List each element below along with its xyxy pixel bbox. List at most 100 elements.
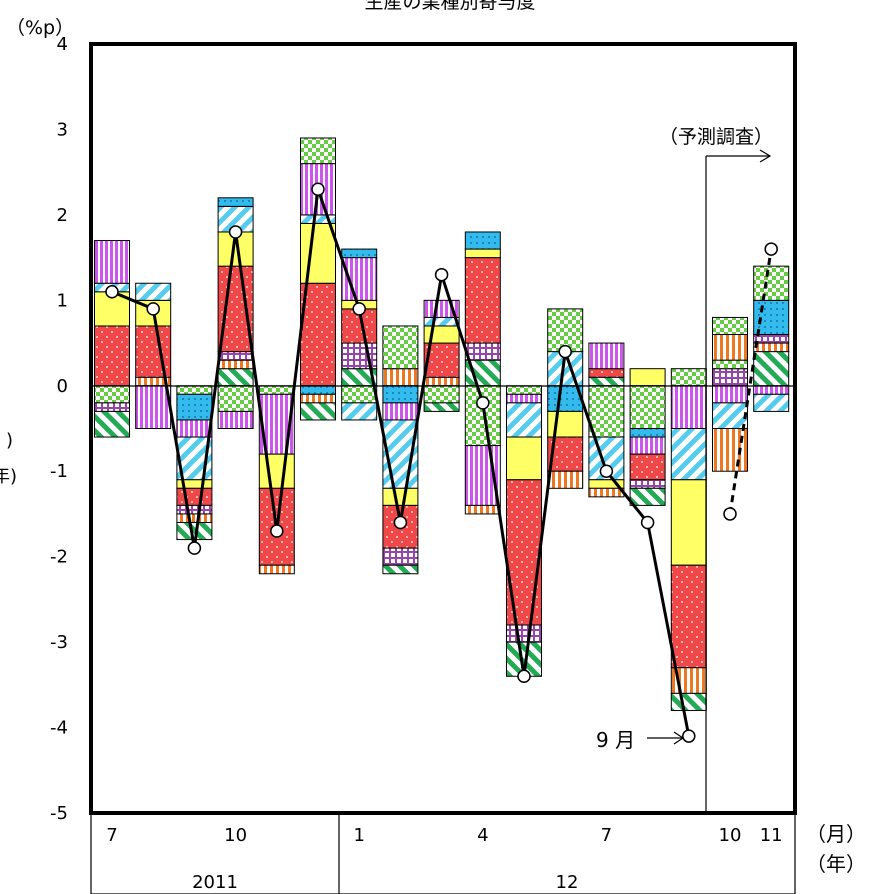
bar-segment-green-check [258,385,295,395]
bar-stack [753,265,790,412]
bar-segment-yellow [629,368,666,387]
line-point [599,464,614,478]
bar-segment-orange-stripes [382,368,419,387]
bar-segment-blue-dots [629,428,666,438]
bar-segment-purple-stripes [712,385,748,404]
bar-segment-yellow [382,487,419,506]
y-tick-label: -5 [50,803,68,824]
x-tick-label: 10 [224,825,247,846]
line-point [105,285,119,299]
bar-segment-red-dots [588,368,625,378]
forecast-label: （予測調査） [659,126,773,148]
bar-stack [629,368,666,506]
annotation-label: 9 月 [596,728,635,752]
x-tick-label: 4 [477,825,488,846]
bar-segment-purple-stripes [506,393,542,404]
bar-segment-red-dots [176,487,213,506]
bar-segment-green-diag [753,351,790,387]
bar-segment-blue-dots [300,385,336,395]
line-point [311,182,325,197]
bar-segment-purple-stripes [176,419,213,438]
bar-segment-orange-stripes [217,359,254,370]
forecast-line [728,248,773,515]
bar-segment-purple-grid [94,402,130,412]
bar-stack [300,137,336,421]
bar-segment-blue-diag [670,428,707,481]
bar-segment-blue-diag [753,393,790,412]
line-point [558,344,572,359]
line-point [476,396,490,410]
bar-stack [464,231,501,515]
annotation-arrow-head-icon [673,731,685,745]
bar-segment-green-check [629,385,666,429]
left-cut-label-1: ) [6,430,13,451]
bar-segment-purple-stripes [135,385,172,429]
forecast-arrow-head-icon [759,149,772,163]
bar-segment-green-check [94,385,130,404]
bar-segment-purple-stripes [94,240,130,284]
bar-segment-green-diag [423,402,460,412]
bar-segment-yellow [547,410,584,438]
y-tick-label: 2 [57,205,68,226]
bar-stack [423,299,460,412]
bar-segment-green-check [300,137,336,165]
bar-segment-purple-grid [506,624,542,643]
bar-stack [712,316,748,472]
line-point [352,302,366,316]
bar-segment-orange-stripes [176,513,213,523]
bar-segment-green-check [464,385,501,447]
bar-segment-orange-stripes [753,342,790,353]
bar-stack [506,385,542,677]
bar-stack [670,368,707,711]
bar-segment-blue-dots [176,393,213,421]
bar-segment-red-dots [464,257,501,344]
bar-segment-yellow [670,479,707,566]
bar-segment-green-check [382,325,419,370]
bar-stack [588,342,625,498]
y-tick-label: 4 [57,34,68,55]
bar-segment-yellow [464,248,501,259]
bar-segment-green-check [588,385,625,438]
bar-segment-blue-dots [217,197,254,207]
bar-segment-orange-stripes [300,393,336,404]
bar-segment-green-check [547,308,584,353]
y-tick-label: -4 [50,718,68,739]
line-point [228,225,243,239]
bar-segment-blue-diag [712,402,748,430]
bar-stack [547,308,584,489]
year-unit-label: （年） [806,852,866,876]
bar-segment-orange-stripes [547,470,584,489]
bar-segment-green-check [506,385,542,395]
y-axis-ticks: 4 3 2 1 0 -1 -2 -3 -4 -5 [50,34,68,824]
line-point [723,507,737,521]
bar-segment-green-diag [382,564,419,575]
x-tick-label: 7 [601,825,612,846]
bar-segment-purple-stripes [670,385,707,429]
bar-segment-green-diag [217,368,254,387]
line-point [146,302,160,316]
bar-segment-green-check [670,368,707,387]
bar-segment-purple-stripes [217,410,254,429]
line-point [764,242,778,256]
bar-segment-green-check [341,385,378,404]
bar-segment-purple-stripes [629,436,666,455]
bar-segment-blue-diag [506,402,542,438]
bar-segment-green-diag [588,376,625,387]
stacked-bars [94,137,790,711]
bar-segment-blue-diag [423,316,460,327]
bar-segment-orange-stripes [588,487,625,498]
y-tick-label: -3 [50,632,68,653]
bar-segment-red-dots [94,325,130,387]
x-axis-month-labels: 7 10 1 4 7 10 11 [106,825,782,846]
bar-segment-purple-grid [382,547,419,566]
bar-segment-blue-dots [341,248,378,259]
line-point [434,267,449,282]
line-point [682,729,696,743]
bar-segment-purple-grid [217,351,254,361]
bar-segment-green-diag [629,487,666,506]
x-tick-label: 7 [106,825,117,846]
bar-segment-green-check [712,359,748,370]
bar-segment-red-dots [217,265,254,353]
bar-segment-purple-grid [629,479,666,489]
